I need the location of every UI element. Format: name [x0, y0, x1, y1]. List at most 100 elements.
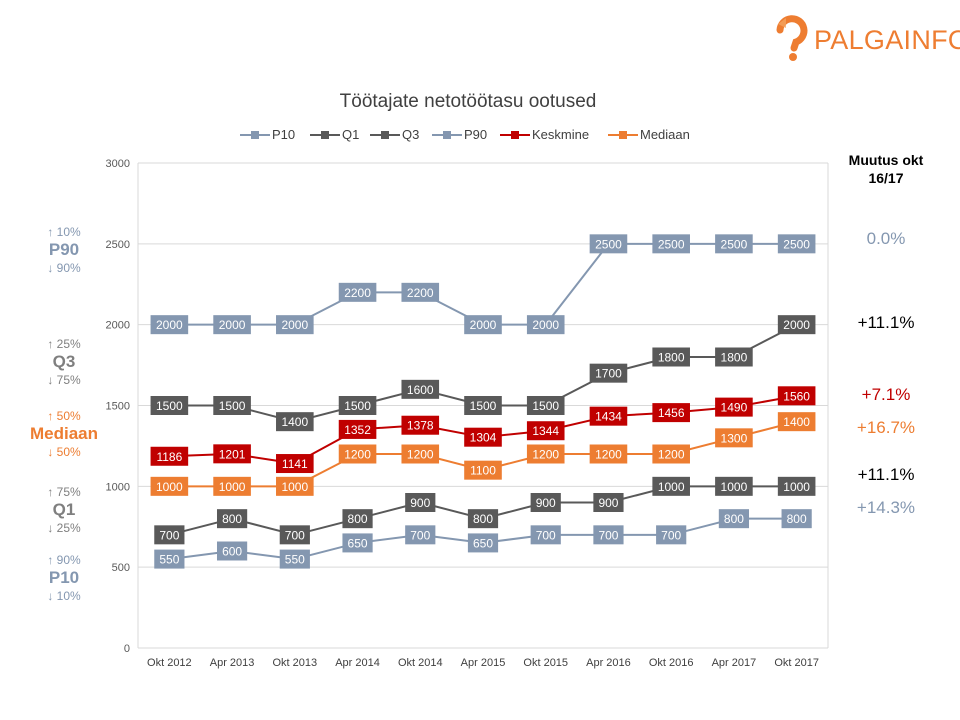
data-label-q3: 1500: [219, 399, 246, 413]
data-point-mediaan: [276, 476, 314, 496]
legend-marker-icon: [608, 131, 638, 139]
data-label-p90: 2200: [407, 286, 434, 300]
data-label-q1: 1000: [721, 480, 748, 494]
data-point-q1: [715, 476, 753, 496]
legend-label: Keskmine: [532, 127, 590, 142]
x-tick-label: Okt 2015: [523, 657, 568, 669]
data-label-q1: 900: [598, 496, 618, 510]
data-label-p90: 2000: [532, 318, 559, 332]
data-point-q1: [154, 525, 185, 545]
side-label-up: ↑ 10%: [47, 225, 81, 239]
data-label-q1: 900: [410, 496, 430, 510]
data-point-p10: [467, 533, 499, 553]
data-point-q3: [338, 396, 377, 415]
data-point-mediaan: [338, 444, 377, 464]
data-point-q1: [467, 509, 499, 529]
x-tick-label: Apr 2015: [461, 657, 506, 669]
x-tick-label: Okt 2013: [272, 657, 317, 669]
side-label-name: P90: [48, 240, 80, 259]
data-label-p90: 2000: [156, 318, 183, 332]
y-tick-label: 0: [124, 643, 130, 655]
data-label-p90: 2200: [344, 286, 371, 300]
data-label-keskmine: 1141: [282, 457, 308, 471]
data-point-q3: [777, 315, 816, 335]
data-label-keskmine: 1186: [156, 450, 182, 464]
side-label-down: ↓ 10%: [47, 589, 81, 603]
data-label-p90: 2500: [721, 237, 748, 251]
data-point-keskmine: [276, 454, 314, 474]
side-label-down: ↓ 25%: [47, 521, 81, 535]
logo-brand-text: PALGAINFO: [814, 25, 960, 55]
chart-legend: P10 Q1 Q3 P90 Keskmine Mediaan: [236, 126, 736, 146]
data-point-p90: [464, 315, 502, 335]
y-tick-label: 3000: [106, 158, 130, 170]
change-panel-header: Muutus okt 16/17: [828, 151, 944, 187]
side-label-up: ↑ 25%: [47, 337, 81, 351]
side-label-q3: ↑ 25% Q3 ↓ 75%: [24, 336, 104, 388]
data-label-q3: 1700: [595, 367, 622, 381]
change-value: +14.3%: [856, 498, 916, 517]
data-label-keskmine: 1456: [658, 406, 685, 420]
data-label-q3: 1500: [344, 399, 371, 413]
data-label-keskmine: 1378: [407, 419, 434, 433]
legend-label: Q1: [342, 127, 360, 142]
side-label-name: Mediaan: [29, 424, 99, 443]
data-point-q3: [150, 396, 189, 415]
side-label-down: ↓ 90%: [47, 261, 81, 275]
x-tick-label: Okt 2016: [649, 657, 694, 669]
side-label-p10: ↑ 90% P10 ↓ 10%: [24, 552, 104, 604]
data-label-q3: 2000: [783, 318, 810, 332]
data-point-mediaan: [401, 444, 440, 464]
side-label-mediaan: ↑ 50% Mediaan ↓ 50%: [24, 408, 104, 460]
data-label-keskmine: 1201: [219, 447, 246, 461]
data-label-mediaan: 1000: [219, 480, 246, 494]
data-point-p10: [216, 541, 248, 561]
side-label-up: ↑ 50%: [47, 409, 81, 423]
data-label-mediaan: 1000: [281, 480, 308, 494]
data-label-q1: 700: [285, 528, 305, 542]
data-label-keskmine: 1352: [344, 423, 371, 437]
data-label-q3: 1500: [470, 399, 497, 413]
change-value: +7.1%: [861, 385, 911, 404]
y-tick-label: 1000: [106, 481, 130, 493]
x-tick-label: Okt 2012: [147, 657, 192, 669]
data-point-q1: [530, 493, 561, 512]
palgainfo-logo: PALGAINFO: [772, 14, 960, 64]
data-point-keskmine: [213, 444, 251, 464]
data-label-mediaan: 1200: [407, 448, 434, 462]
data-label-q1: 800: [222, 512, 242, 526]
legend-marker-icon: [240, 131, 270, 139]
change-value: 0.0%: [866, 229, 906, 248]
data-label-q3: 1400: [281, 415, 308, 429]
data-point-p90: [526, 315, 565, 335]
side-label-up: ↑ 90%: [47, 553, 81, 567]
data-label-p10: 800: [787, 512, 807, 526]
side-label-name: P10: [48, 568, 80, 587]
data-point-p90: [777, 234, 816, 254]
data-point-q3: [276, 412, 314, 432]
data-point-keskmine: [338, 419, 377, 439]
legend-marker-icon: [432, 131, 462, 139]
question-mark-logo-icon: [776, 15, 808, 61]
data-label-q3: 1500: [156, 399, 183, 413]
side-label-name: Q3: [52, 352, 76, 371]
data-label-p10: 550: [285, 553, 305, 567]
data-label-p10: 600: [222, 545, 242, 559]
data-point-q1: [342, 509, 373, 529]
data-point-keskmine: [652, 403, 690, 423]
data-label-p90: 2000: [470, 318, 497, 332]
data-label-q3: 1800: [658, 351, 685, 365]
side-label-down: ↓ 50%: [47, 445, 81, 459]
data-label-q1: 1000: [783, 480, 810, 494]
legend-marker-icon: [500, 131, 530, 139]
data-label-p90: 2000: [281, 318, 308, 332]
data-point-q3: [715, 347, 753, 367]
data-point-p90: [401, 282, 440, 302]
data-point-p90: [589, 234, 628, 254]
data-point-keskmine: [777, 386, 816, 406]
data-point-p10: [593, 525, 624, 545]
y-tick-label: 1500: [106, 401, 130, 413]
data-point-mediaan: [150, 476, 189, 496]
legend-label: Q3: [402, 127, 420, 142]
